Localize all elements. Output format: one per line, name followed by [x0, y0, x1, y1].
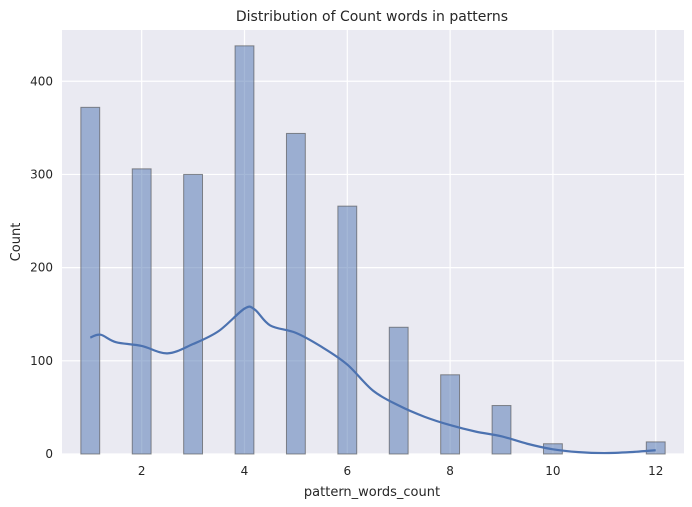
y-axis-ticks: 0 100 200 300 400 — [30, 74, 53, 461]
histogram-bar — [645, 441, 666, 455]
histogram-bar — [80, 106, 101, 455]
y-tick-label: 100 — [30, 354, 53, 368]
x-tick-label: 8 — [446, 464, 454, 478]
histogram-bar — [285, 132, 306, 455]
kde-curve — [89, 305, 656, 455]
plot-area — [62, 30, 684, 454]
x-axis-ticks: 2 4 6 8 10 12 — [138, 464, 664, 478]
histogram-bar — [183, 173, 204, 455]
histogram-bar — [131, 168, 152, 455]
y-axis-label: Count — [9, 223, 24, 262]
x-tick-label: 12 — [648, 464, 663, 478]
y-tick-label: 0 — [45, 447, 53, 461]
histogram-bar — [388, 326, 409, 455]
y-tick-label: 300 — [30, 167, 53, 181]
histogram-bar — [491, 405, 512, 455]
y-tick-label: 400 — [30, 74, 53, 88]
x-tick-label: 10 — [545, 464, 560, 478]
histogram-bar — [337, 205, 358, 455]
chart-title: Distribution of Count words in patterns — [236, 9, 508, 25]
y-tick-label: 200 — [30, 261, 53, 275]
x-tick-label: 2 — [138, 464, 146, 478]
histogram-bars — [80, 45, 666, 455]
histogram-bar — [440, 374, 461, 455]
x-tick-label: 6 — [343, 464, 351, 478]
x-tick-label: 4 — [241, 464, 249, 478]
histogram-bar — [234, 45, 255, 455]
x-axis-label: pattern_words_count — [304, 485, 440, 500]
